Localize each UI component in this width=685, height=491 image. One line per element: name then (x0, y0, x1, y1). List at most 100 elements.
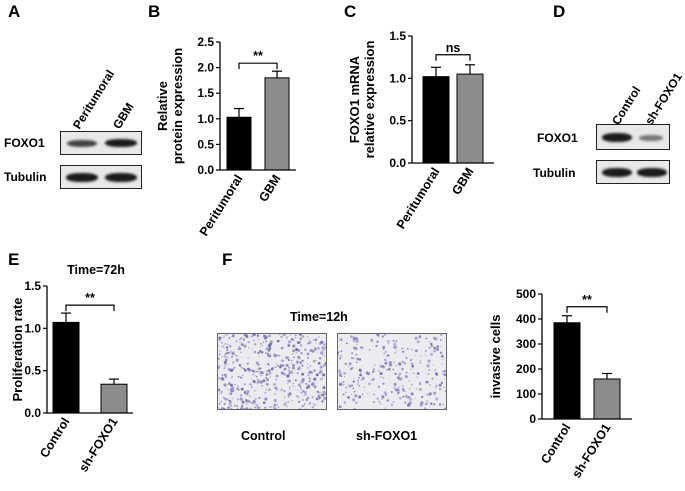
stained-cell (394, 388, 398, 392)
stained-cell (402, 347, 405, 350)
stained-cell (250, 407, 252, 409)
y-tick-label: 1.0 (24, 321, 41, 335)
stained-cell (397, 391, 400, 394)
stained-cell (382, 371, 384, 373)
stained-cell (288, 392, 292, 395)
stained-cell (265, 340, 268, 343)
stained-cell (218, 408, 221, 409)
stained-cell (418, 388, 422, 391)
stained-cell (310, 383, 313, 386)
stained-cell (300, 334, 303, 336)
stained-cell (309, 365, 312, 367)
stained-cell (231, 352, 235, 356)
row-label-foxo1: FOXO1 (4, 136, 45, 150)
stained-cell (297, 389, 299, 391)
stained-cell (243, 344, 247, 348)
stained-cell (268, 388, 271, 391)
stained-cell (307, 366, 310, 369)
stained-cell (324, 355, 326, 357)
stained-cell (231, 397, 233, 399)
stained-cell (393, 386, 396, 389)
micrograph-control-image (217, 333, 327, 410)
bar-gbm (456, 73, 484, 164)
stained-cell (242, 374, 244, 376)
significance-label: ** (582, 293, 592, 307)
micrograph-label-control: Control (241, 429, 286, 443)
stained-cell (387, 342, 390, 345)
stained-cell (256, 406, 260, 409)
stained-cell (229, 368, 234, 372)
stained-cell (356, 357, 360, 361)
stained-cell (381, 335, 384, 338)
significance-bracket (435, 54, 471, 61)
stained-cell (280, 388, 283, 391)
stained-cell (433, 391, 437, 395)
stained-cell (274, 366, 277, 369)
chart-b-protein-expression: 0.0 0.5 1.0 1.5 2.0 2.5 Peritumoral GBM ** Relati… (155, 35, 296, 239)
stained-cell (260, 380, 263, 384)
stained-cell (416, 372, 420, 375)
stained-cell (304, 348, 307, 351)
stained-cell (308, 340, 312, 345)
stained-cell (228, 382, 231, 386)
y-tick-label: 0.0 (389, 156, 406, 170)
stained-cell (359, 370, 362, 373)
stained-cell (378, 370, 380, 372)
stained-cell (415, 397, 417, 399)
stained-cell (220, 407, 224, 409)
y-tick-label: 1.5 (389, 29, 406, 43)
stained-cell (370, 340, 373, 342)
stained-cell (322, 386, 326, 389)
stained-cell (338, 370, 341, 373)
stained-cell (402, 350, 405, 353)
stained-cell (273, 398, 277, 403)
stained-cell (361, 393, 364, 395)
stained-cell (258, 350, 262, 353)
stained-cell (256, 334, 260, 337)
stained-cell (260, 342, 263, 345)
stained-cell (435, 384, 438, 387)
stained-cell (395, 364, 397, 367)
stained-cell (247, 369, 249, 371)
stained-cell (355, 341, 358, 343)
stained-cell (369, 349, 371, 351)
stained-cell (323, 343, 326, 346)
stained-cell (288, 344, 291, 347)
stained-cell (321, 346, 325, 350)
x-category-label: sh-FOXO1 (569, 421, 613, 480)
stained-cell (267, 369, 271, 373)
stained-cell (300, 391, 303, 394)
stained-cell (347, 396, 350, 399)
stained-cell (290, 359, 293, 362)
stained-cell (382, 345, 386, 349)
stained-cell (410, 383, 413, 386)
stained-cell (371, 378, 374, 381)
stained-cell (278, 334, 281, 335)
stained-cell (339, 357, 342, 360)
stained-cell (424, 349, 427, 352)
stained-cell (438, 409, 439, 410)
stained-cell (325, 379, 326, 380)
stained-cell (264, 352, 267, 354)
stained-cell (276, 339, 280, 342)
stained-cell (255, 375, 258, 378)
stained-cell (270, 367, 274, 371)
stained-cell (304, 402, 306, 405)
panel-label-d: D (553, 2, 566, 21)
y-axis-label: FOXO1 mRNA (347, 55, 362, 143)
stained-cell (411, 349, 413, 351)
stained-cell (427, 359, 431, 363)
stained-cell (446, 374, 447, 376)
stained-cell (428, 346, 431, 350)
stained-cell (305, 398, 308, 401)
stained-cell (262, 341, 265, 344)
significance-label: ** (85, 291, 95, 305)
stained-cell (291, 372, 294, 375)
stained-cell (381, 395, 385, 399)
stained-cell (323, 390, 325, 392)
stained-cell (296, 360, 299, 364)
y-tick-label: 0.0 (24, 406, 41, 420)
stained-cell (426, 400, 428, 402)
stained-cell (383, 391, 387, 395)
stained-cell (428, 393, 431, 396)
